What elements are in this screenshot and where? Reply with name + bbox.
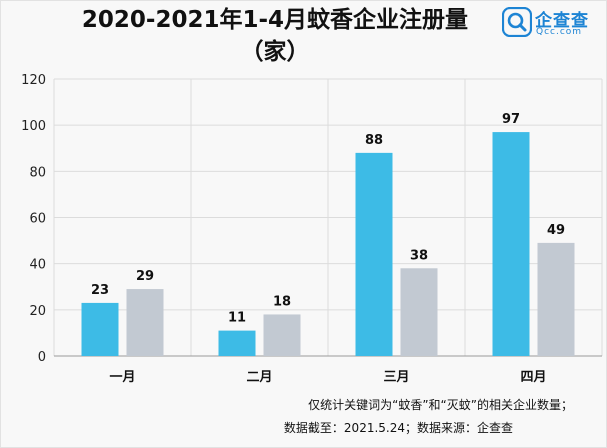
bar — [492, 132, 530, 356]
qcc-logo: 企查查 Qcc.com — [502, 5, 602, 41]
bar-value-label: 49 — [547, 223, 565, 238]
y-tick-label: 20 — [29, 304, 46, 319]
x-tick-label: 一月 — [109, 370, 135, 385]
bar — [400, 268, 438, 356]
bar-value-label: 38 — [410, 248, 428, 263]
x-tick-label: 二月 — [246, 370, 272, 385]
logo-url: Qcc.com — [536, 27, 583, 37]
y-tick-label: 80 — [29, 165, 46, 180]
bar-value-label: 18 — [273, 294, 291, 309]
bar — [218, 330, 256, 356]
y-axis: 0 20 40 60 80 100 120 — [21, 73, 46, 365]
bar-value-label: 11 — [228, 311, 246, 326]
y-tick-label: 0 — [38, 350, 46, 365]
data-labels: 23 29 11 18 88 38 97 49 — [91, 112, 565, 326]
bar-value-label: 88 — [365, 133, 383, 148]
bars — [81, 132, 575, 356]
chart-title-line1: 2020-2021年1-4月蚊香企业注册量 — [81, 7, 469, 33]
bar-value-label: 29 — [136, 269, 154, 284]
y-tick-label: 100 — [21, 119, 46, 134]
bar — [355, 152, 393, 356]
y-tick-label: 120 — [21, 73, 46, 88]
bar — [263, 314, 301, 356]
bar — [126, 289, 164, 356]
chart-title-line2: （家） — [240, 39, 310, 65]
bar — [81, 302, 119, 356]
x-tick-label: 四月 — [520, 370, 546, 385]
x-axis: 一月 二月 三月 四月 — [109, 370, 546, 385]
chart-title: 2020-2021年1-4月蚊香企业注册量 （家） — [60, 4, 490, 68]
y-tick-label: 40 — [29, 258, 46, 273]
magnifier-logo-icon — [502, 7, 532, 37]
logo-name: 企查查 — [535, 11, 589, 31]
bar-value-label: 97 — [502, 112, 520, 127]
x-tick-label: 三月 — [383, 370, 409, 385]
footnote-keywords: 仅统计关键词为“蚊香”和“灭蚊”的相关企业数量； — [308, 398, 573, 412]
bar — [537, 242, 575, 356]
footnote-source: 数据截至：2021.5.24；数据来源：企查查 — [283, 421, 513, 435]
y-tick-label: 60 — [29, 212, 46, 227]
bar-value-label: 23 — [91, 283, 109, 298]
